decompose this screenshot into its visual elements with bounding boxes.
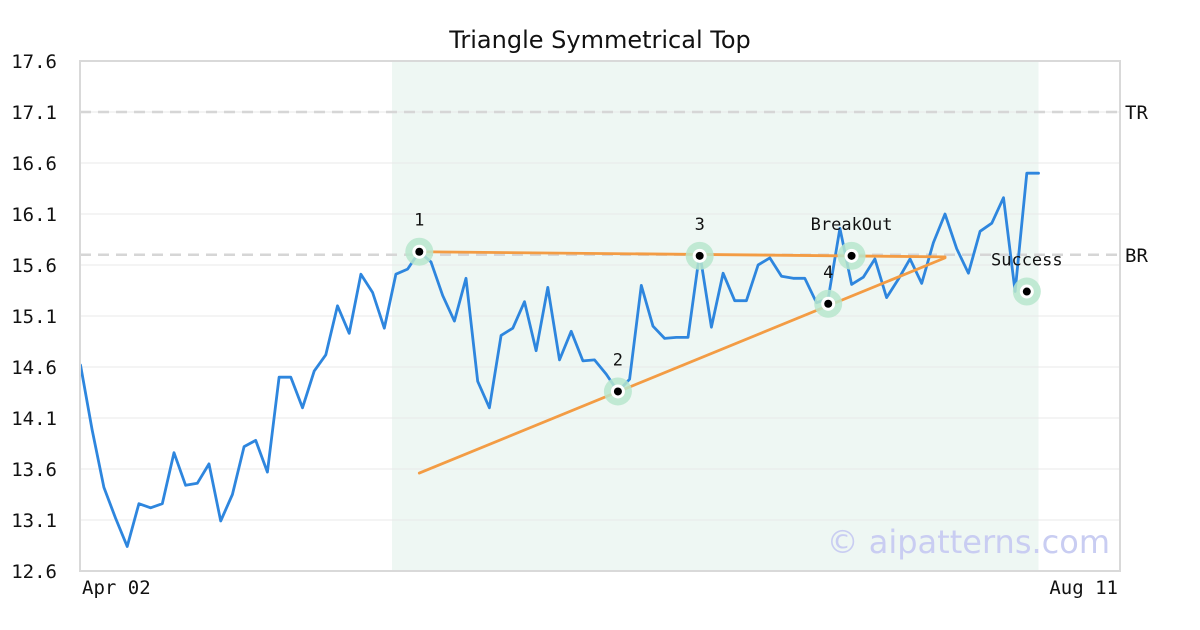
point-marker-breakout	[847, 251, 856, 260]
y-tick-label: 13.1	[11, 510, 57, 532]
point-marker-3	[695, 251, 704, 260]
y-tick-label: 16.6	[11, 153, 57, 175]
reference-lines-layer: TR BR	[80, 102, 1148, 267]
point-label-4: 4	[823, 263, 833, 283]
point-label-success: Success	[991, 251, 1063, 271]
point-label-3: 3	[695, 215, 705, 235]
trendline-lower	[417, 256, 947, 475]
y-tick-label: 15.1	[11, 306, 57, 328]
price-line	[79, 171, 1040, 548]
y-tick-label: 14.6	[11, 357, 57, 379]
y-tick-label: 12.6	[11, 561, 57, 583]
point-marker-success	[1022, 287, 1031, 296]
y-tick-label: 13.6	[11, 459, 57, 481]
y-tick-label: 17.6	[11, 51, 57, 73]
reference-label-tr: TR	[1125, 102, 1148, 124]
point-label-1: 1	[414, 211, 424, 231]
plot-frame	[79, 60, 1121, 572]
points-layer: 1 2 3 4 BreakOut Success	[405, 211, 1063, 406]
reference-label-br: BR	[1125, 245, 1148, 267]
point-label-breakout: BreakOut	[811, 215, 893, 235]
y-tick-label: 17.1	[11, 102, 57, 124]
point-label-2: 2	[613, 350, 623, 370]
chart-title: Triangle Symmetrical Top	[448, 26, 751, 54]
y-tick-label: 15.6	[11, 255, 57, 277]
axes-layer: 12.6 13.1 13.6 14.1 14.6 15.1 15.6 16.1 16.6 17.1…	[11, 51, 57, 583]
point-marker-4	[824, 299, 833, 308]
y-tick-label: 14.1	[11, 408, 57, 430]
x-tick-label-end: Aug 11	[1049, 577, 1118, 599]
x-tick-label-start: Apr 02	[82, 577, 151, 599]
point-marker-1	[415, 247, 424, 256]
y-tick-label: 16.1	[11, 204, 57, 226]
point-marker-2	[613, 387, 622, 396]
watermark: © aipatterns.com	[827, 523, 1110, 561]
series-layer	[79, 171, 1040, 548]
